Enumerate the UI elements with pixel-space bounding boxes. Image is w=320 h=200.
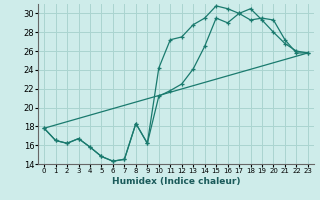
X-axis label: Humidex (Indice chaleur): Humidex (Indice chaleur) xyxy=(112,177,240,186)
